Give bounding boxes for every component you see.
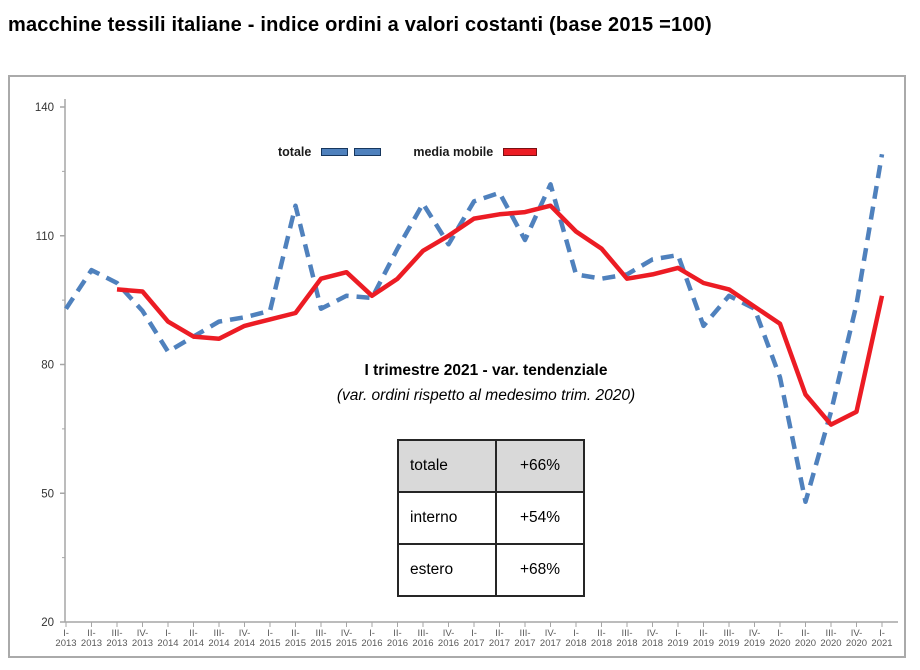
- chart-frame: 20 50 80 110 140 I-2013 II-2013 III-2013 IV-2013…: [8, 75, 906, 658]
- x-tick-label: III-2014: [208, 628, 229, 649]
- x-tick-label: I-2015: [259, 628, 280, 649]
- table-cell-label: interno: [397, 491, 497, 545]
- x-tick-label: III-2019: [718, 628, 739, 649]
- x-tick-label: I-2016: [361, 628, 382, 649]
- chart-title: macchine tessili italiane - indice ordin…: [8, 14, 712, 36]
- x-tick-label: I-2013: [55, 628, 76, 649]
- x-tick-label: II-2014: [183, 628, 204, 649]
- table-row: totale +66%: [397, 439, 585, 493]
- y-tick-label: 50: [41, 488, 54, 500]
- x-tick-label: III-2013: [106, 628, 127, 649]
- x-tick-label: I-2018: [565, 628, 586, 649]
- table-cell-label: estero: [397, 543, 497, 597]
- legend-swatch-totale-dashed-line-icon: [321, 148, 382, 156]
- x-tick-label: IV-2015: [336, 628, 357, 649]
- y-tick-label: 20: [41, 617, 54, 629]
- x-tick-label: I-2019: [667, 628, 688, 649]
- x-tick-label: IV-2020: [846, 628, 867, 649]
- table-cell-label: totale: [397, 439, 497, 493]
- y-tick-label: 140: [35, 102, 54, 114]
- x-tick-label: II-2018: [591, 628, 612, 649]
- x-tick-label: II-2013: [81, 628, 102, 649]
- x-tick-label: I-2017: [463, 628, 484, 649]
- x-tick-label: III-2018: [616, 628, 637, 649]
- annotation-heading: I trimestre 2021 - var. tendenziale: [364, 362, 608, 379]
- x-tick-label: III-2017: [514, 628, 535, 649]
- x-tick-label: III-2015: [310, 628, 331, 649]
- chart-plot: 20 50 80 110 140 I-2013II-2013III-2013IV-2013…: [35, 99, 898, 649]
- x-tick-label: IV-2019: [744, 628, 765, 649]
- legend-swatch-media-mobile-line-icon: [503, 148, 538, 156]
- x-tick-label: I-2014: [157, 628, 178, 649]
- table-cell-value: +66%: [495, 439, 585, 493]
- chart-legend: totale media mobile: [278, 145, 538, 159]
- series-line-totale: [64, 153, 885, 505]
- annotation-subheading: (var. ordini rispetto al medesimo trim. …: [336, 387, 636, 404]
- x-tick-label: II-2017: [489, 628, 510, 649]
- y-tick-label: 110: [36, 231, 54, 243]
- x-tick-label: I-2021: [871, 628, 892, 649]
- legend-label-media-mobile: media mobile: [413, 145, 494, 159]
- x-tick-label: IV-2014: [234, 628, 255, 649]
- table-row: interno +54%: [397, 491, 585, 545]
- x-tick-label: IV-2018: [642, 628, 663, 649]
- x-tick-label: II-2020: [795, 628, 816, 649]
- x-tick-label: III-2016: [412, 628, 433, 649]
- table-row: estero +68%: [397, 543, 585, 597]
- table-cell-value: +54%: [495, 491, 585, 545]
- x-tick-label: III-2020: [820, 628, 841, 649]
- x-tick-label: IV-2016: [438, 628, 459, 649]
- x-tick-label: I-2020: [769, 628, 790, 649]
- x-tick-label: II-2019: [693, 628, 714, 649]
- table-cell-value: +68%: [495, 543, 585, 597]
- x-tick-label: II-2015: [285, 628, 306, 649]
- x-tick-label: IV-2017: [540, 628, 561, 649]
- x-tick-label: IV-2013: [132, 628, 153, 649]
- x-tick-label: II-2016: [387, 628, 408, 649]
- y-tick-label: 80: [41, 360, 54, 372]
- series-line-media-mobile: [116, 203, 885, 427]
- variation-table: totale +66% interno +54% estero +68%: [397, 439, 585, 597]
- legend-label-totale: totale: [278, 145, 312, 159]
